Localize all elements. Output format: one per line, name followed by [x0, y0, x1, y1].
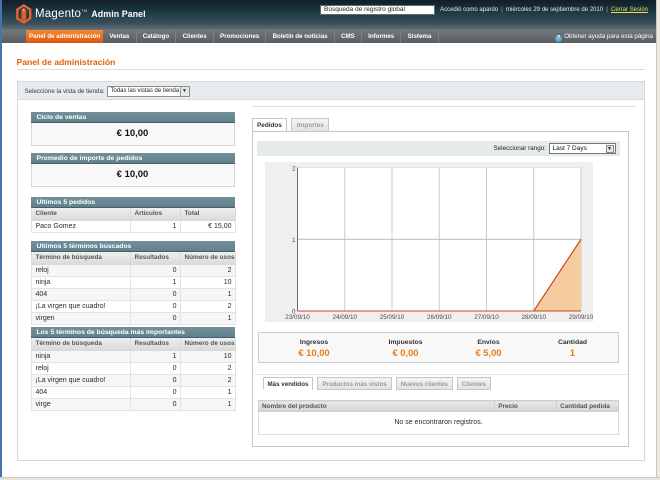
svg-text:26/09/10: 26/09/10: [426, 314, 451, 321]
svg-text:2: 2: [291, 166, 295, 173]
svg-text:29/09/10: 29/09/10: [568, 314, 592, 321]
svg-text:0: 0: [291, 309, 295, 316]
svg-text:28/09/10: 28/09/10: [521, 314, 546, 321]
svg-text:24/09/10: 24/09/10: [332, 314, 357, 321]
svg-text:23/09/10: 23/09/10: [285, 314, 310, 321]
svg-text:27/09/10: 27/09/10: [474, 314, 499, 321]
svg-text:25/09/10: 25/09/10: [379, 314, 404, 321]
svg-text:1: 1: [291, 237, 295, 244]
